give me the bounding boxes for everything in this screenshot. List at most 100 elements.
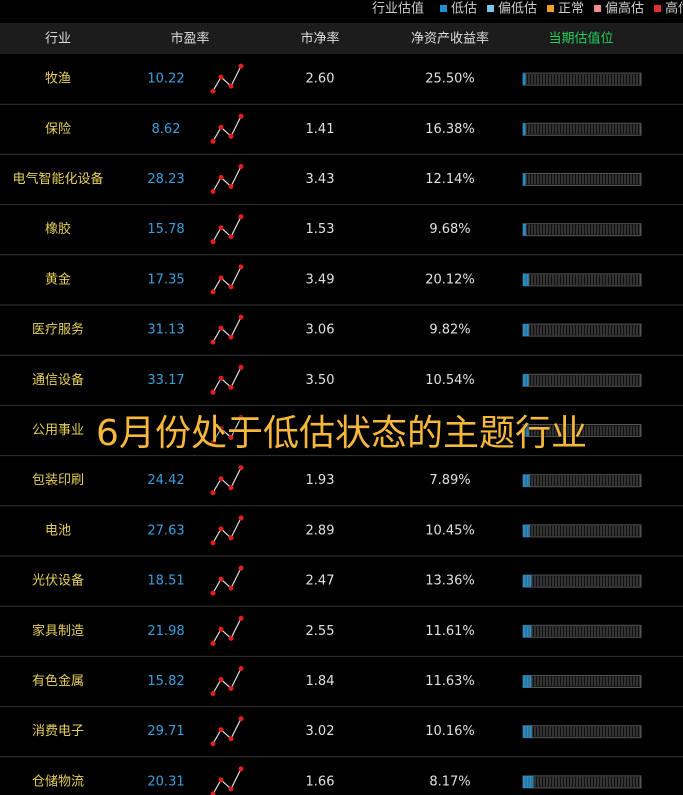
sparkline bbox=[212, 668, 242, 694]
legend-swatch bbox=[487, 5, 495, 12]
overlay-title: 6月份处于低估状态的主题行业 bbox=[96, 413, 587, 454]
pb-value: 2.60 bbox=[306, 72, 335, 87]
roe-value: 25.50% bbox=[425, 72, 475, 87]
sparkline-dot bbox=[238, 666, 244, 671]
sparkline-dot bbox=[238, 214, 244, 220]
sparkline-dot bbox=[210, 239, 216, 245]
pe-value: 17.35 bbox=[147, 272, 184, 287]
roe-value: 11.61% bbox=[425, 624, 475, 639]
pe-value: 18.51 bbox=[147, 574, 184, 589]
sparkline-dot bbox=[228, 736, 234, 742]
legend-swatch bbox=[547, 5, 555, 12]
pe-value: 27.63 bbox=[147, 523, 184, 538]
sparkline bbox=[212, 367, 242, 393]
roe-value: 11.63% bbox=[425, 674, 475, 689]
sparkline-dot bbox=[210, 640, 216, 646]
sparkline bbox=[212, 316, 242, 343]
sparkline bbox=[212, 567, 242, 594]
roe-value: 20.12% bbox=[425, 272, 475, 287]
sparkline-dot bbox=[228, 686, 234, 691]
roe-value: 12.14% bbox=[425, 172, 475, 187]
valuation-fill bbox=[523, 625, 532, 638]
legend-swatch bbox=[594, 5, 602, 12]
valuation-fill bbox=[523, 123, 526, 136]
sparkline-dot bbox=[218, 175, 224, 180]
pe-value: 15.82 bbox=[147, 674, 184, 689]
pe-value: 29.71 bbox=[147, 724, 184, 739]
roe-value: 10.54% bbox=[425, 373, 475, 388]
industry-name: 通信设备 bbox=[32, 372, 84, 388]
sparkline-dot bbox=[210, 138, 216, 144]
roe-value: 7.89% bbox=[429, 473, 470, 488]
industry-name: 电池 bbox=[45, 523, 71, 538]
industry-name: 家具制造 bbox=[32, 623, 84, 639]
valuation-fill bbox=[523, 73, 526, 86]
roe-value: 16.38% bbox=[425, 122, 475, 137]
roe-value: 10.45% bbox=[425, 523, 475, 538]
sparkline-dot bbox=[210, 691, 216, 696]
sparkline-dot bbox=[228, 334, 234, 340]
sparkline bbox=[212, 768, 242, 795]
column-header: 净资产收益率 bbox=[411, 31, 489, 47]
sparkline-dot bbox=[228, 184, 234, 189]
industry-name: 有色金属 bbox=[32, 673, 84, 689]
sparkline-dot bbox=[228, 384, 234, 390]
sparkline-dot bbox=[218, 275, 224, 281]
legend-entry: 偏低估 bbox=[498, 2, 537, 17]
legend-swatch bbox=[654, 5, 662, 12]
industry-name: 黄金 bbox=[45, 271, 71, 287]
sparkline bbox=[212, 216, 242, 242]
sparkline-dot bbox=[238, 364, 244, 370]
industry-name: 光伏设备 bbox=[32, 573, 84, 589]
industry-name: 橡胶 bbox=[45, 221, 71, 237]
sparkline bbox=[212, 718, 242, 744]
pe-value: 24.42 bbox=[147, 473, 184, 488]
valuation-fill bbox=[523, 173, 526, 186]
valuation-fill bbox=[523, 524, 531, 537]
column-header: 行业 bbox=[45, 32, 71, 47]
sparkline-dot bbox=[218, 124, 224, 130]
sparkline bbox=[212, 417, 242, 443]
pb-value: 3.50 bbox=[306, 373, 335, 388]
pb-value: 3.02 bbox=[306, 724, 335, 739]
pb-value: 1.66 bbox=[306, 774, 335, 789]
valuation-fill bbox=[523, 675, 532, 688]
sparkline-dot bbox=[238, 164, 244, 169]
valuation-fill bbox=[523, 474, 531, 487]
legend-entry: 偏高估 bbox=[605, 1, 644, 17]
sparkline bbox=[212, 618, 242, 644]
pe-value: 20.31 bbox=[147, 774, 184, 789]
sparkline bbox=[212, 467, 242, 493]
sparkline-dot bbox=[210, 791, 216, 795]
sparkline-dot bbox=[228, 635, 234, 641]
sparkline bbox=[212, 65, 242, 92]
sparkline-dot bbox=[218, 626, 224, 632]
roe-value: 8.17% bbox=[429, 774, 470, 789]
sparkline-dot bbox=[238, 766, 244, 772]
roe-value: 13.36% bbox=[425, 574, 475, 589]
column-header: 市盈率 bbox=[170, 31, 209, 47]
pe-value: 8.62 bbox=[152, 122, 181, 137]
sparkline-dot bbox=[218, 426, 224, 431]
valuation-fill bbox=[523, 223, 527, 236]
legend-label: 行业估值 bbox=[372, 1, 424, 17]
sparkline-dot bbox=[228, 133, 234, 139]
valuation-fill bbox=[523, 725, 533, 738]
sparkline-dot bbox=[238, 515, 244, 521]
sparkline-dot bbox=[238, 264, 244, 270]
sparkline-dot bbox=[218, 576, 224, 582]
pb-value: 2.47 bbox=[306, 574, 335, 589]
sparkline-dot bbox=[228, 284, 234, 290]
roe-value: 9.68% bbox=[429, 222, 470, 237]
legend-swatch bbox=[440, 5, 447, 12]
sparkline-dot bbox=[210, 490, 216, 496]
column-header: 当期估值位 bbox=[548, 31, 613, 47]
sparkline-dot bbox=[218, 325, 224, 331]
sparkline-dot bbox=[210, 88, 216, 94]
sparkline-dot bbox=[238, 63, 244, 69]
industry-name: 公用事业 bbox=[32, 423, 84, 438]
sparkline bbox=[212, 116, 242, 142]
sparkline bbox=[212, 266, 242, 293]
sparkline-dot bbox=[218, 677, 224, 682]
